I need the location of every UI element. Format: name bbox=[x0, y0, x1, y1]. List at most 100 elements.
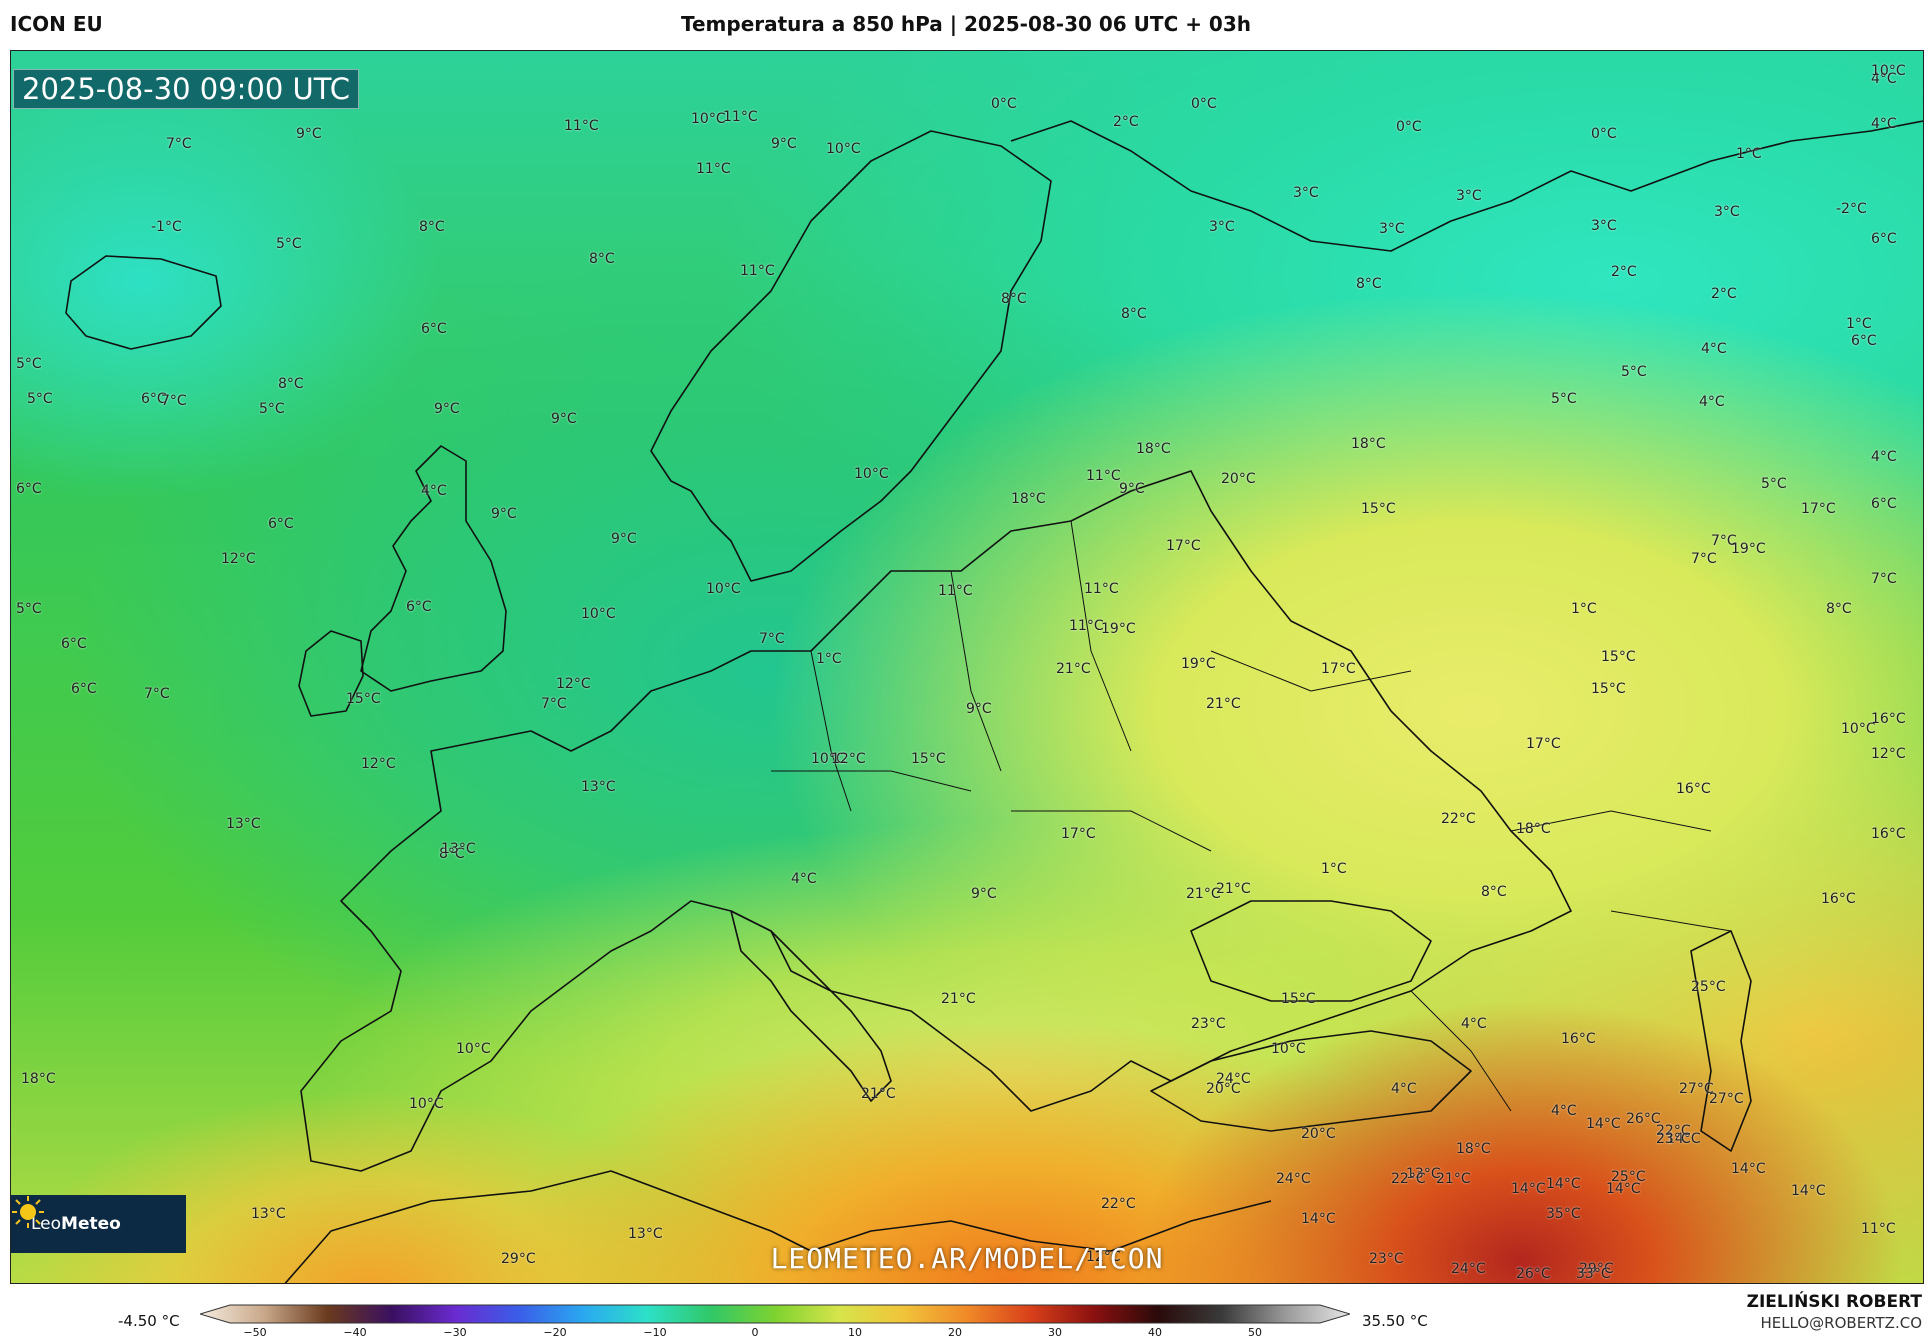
sun-icon bbox=[12, 1196, 44, 1228]
temperature-label: 2°C bbox=[1113, 114, 1139, 130]
temperature-label: 12°C bbox=[221, 551, 256, 567]
colorbar-bar bbox=[200, 1304, 1350, 1324]
colorbar-tick-label: −50 bbox=[243, 1326, 267, 1339]
temperature-label: 13°C bbox=[251, 1206, 286, 1222]
temperature-label: 4°C bbox=[1461, 1016, 1487, 1032]
colorbar-tick-label: −30 bbox=[443, 1326, 467, 1339]
temperature-label: 13°C bbox=[581, 779, 616, 795]
temperature-label: 14°C bbox=[1511, 1181, 1546, 1197]
temperature-label: 0°C bbox=[991, 96, 1017, 112]
temperature-label: 12°C bbox=[831, 751, 866, 767]
temperature-label: 11°C bbox=[1084, 581, 1119, 597]
temperature-label: 22°C bbox=[1391, 1171, 1426, 1187]
temperature-label: 8°C bbox=[1481, 884, 1507, 900]
temperature-label: 23°C bbox=[1656, 1131, 1691, 1147]
temperature-label: 5°C bbox=[276, 236, 302, 252]
temperature-label: 7°C bbox=[161, 393, 187, 409]
temperature-label: 0°C bbox=[1191, 96, 1217, 112]
colorbar-tick-label: −20 bbox=[543, 1326, 567, 1339]
temperature-label: 19°C bbox=[1731, 541, 1766, 557]
temperature-label: 14°C bbox=[1731, 1161, 1766, 1177]
temperature-label: 17°C bbox=[1061, 826, 1096, 842]
temperature-label: 2°C bbox=[1611, 264, 1637, 280]
leometeo-logo[interactable]: LeoMeteo bbox=[11, 1195, 186, 1253]
temperature-label: 10°C bbox=[854, 466, 889, 482]
temperature-label: 7°C bbox=[144, 686, 170, 702]
black-sea-outline bbox=[1190, 900, 1432, 1002]
temperature-label: 18°C bbox=[1136, 441, 1171, 457]
temperature-label: 21°C bbox=[1436, 1171, 1471, 1187]
temperature-label: 6°C bbox=[1851, 333, 1877, 349]
temperature-label: 18°C bbox=[21, 1071, 56, 1087]
temperature-label: 26°C bbox=[1626, 1111, 1661, 1127]
temperature-label: 5°C bbox=[259, 401, 285, 417]
great-britain-outline bbox=[360, 445, 507, 692]
temperature-label: 9°C bbox=[1119, 481, 1145, 497]
caspian-sea-outline bbox=[1690, 930, 1752, 1152]
temperature-label: 10°C bbox=[1271, 1041, 1306, 1057]
temperature-label: 5°C bbox=[16, 356, 42, 372]
temperature-label: 19°C bbox=[1181, 656, 1216, 672]
africa-coast-outline bbox=[284, 1170, 1272, 1283]
temperature-label: 1°C bbox=[1321, 861, 1347, 877]
temperature-label: 4°C bbox=[1871, 71, 1897, 87]
temperature-label: 12°C bbox=[361, 756, 396, 772]
temperature-label: 7°C bbox=[1871, 571, 1897, 587]
temperature-label: 18°C bbox=[1351, 436, 1386, 452]
temperature-label: 4°C bbox=[421, 483, 447, 499]
temperature-label: 19°C bbox=[1101, 621, 1136, 637]
temperature-label: 10°C bbox=[1871, 63, 1906, 79]
temperature-label: 18°C bbox=[1516, 821, 1551, 837]
temperature-label: 11°C bbox=[1861, 1221, 1896, 1237]
temperature-label: 3°C bbox=[1209, 219, 1235, 235]
italy-outline bbox=[730, 910, 892, 1102]
temperature-label: 16°C bbox=[1676, 781, 1711, 797]
temperature-label: 22°C bbox=[1656, 1123, 1691, 1139]
temperature-label: 7°C bbox=[166, 136, 192, 152]
temperature-label: 16°C bbox=[1821, 891, 1856, 907]
temperature-label: 8°C bbox=[1121, 306, 1147, 322]
temperature-label: 21°C bbox=[1186, 886, 1221, 902]
temperature-label: 23°C bbox=[1369, 1251, 1404, 1267]
colorbar-tick-label: 0 bbox=[751, 1326, 759, 1339]
colorbar-tick-label: 30 bbox=[1048, 1326, 1062, 1339]
temperature-label: 6°C bbox=[16, 481, 42, 497]
temperature-label: 11°C bbox=[1069, 618, 1104, 634]
temperature-label: 0°C bbox=[1396, 119, 1422, 135]
temperature-label: 8°C bbox=[589, 251, 615, 267]
temperature-label: 15°C bbox=[346, 691, 381, 707]
model-title: ICON EU bbox=[10, 12, 103, 36]
northern-russia-coast bbox=[1010, 120, 1923, 252]
turkey-outline bbox=[1150, 1030, 1472, 1132]
temperature-label: 21°C bbox=[1216, 881, 1251, 897]
logo-text: LeoMeteo bbox=[31, 1214, 121, 1234]
author-email[interactable]: HELLO@ROBERTZ.CO bbox=[1760, 1314, 1922, 1332]
temperature-label: 16°C bbox=[1871, 826, 1906, 842]
temperature-label: 18°C bbox=[1456, 1141, 1491, 1157]
colorbar-tick-label: −10 bbox=[643, 1326, 667, 1339]
iceland-outline bbox=[65, 255, 222, 350]
temperature-label: 17°C bbox=[1321, 661, 1356, 677]
temperature-label: 4°C bbox=[791, 871, 817, 887]
temperature-label: 24°C bbox=[1276, 1171, 1311, 1187]
temperature-label: 9°C bbox=[434, 401, 460, 417]
temperature-label: 7°C bbox=[541, 696, 567, 712]
temperature-label: 10°C bbox=[826, 141, 861, 157]
temperature-label: 11°C bbox=[740, 263, 775, 279]
temperature-label: 6°C bbox=[1871, 231, 1897, 247]
temperature-label: 7°C bbox=[1711, 533, 1737, 549]
temperature-label: 8°C bbox=[1001, 291, 1027, 307]
temperature-label: 6°C bbox=[421, 321, 447, 337]
temperature-label: 15°C bbox=[1281, 991, 1316, 1007]
temperature-label: 9°C bbox=[966, 701, 992, 717]
temperature-label: 11°C bbox=[938, 583, 973, 599]
temperature-label: 14°C bbox=[1546, 1176, 1581, 1192]
temperature-label: 33°C bbox=[1576, 1266, 1611, 1282]
temperature-label: 25°C bbox=[1691, 979, 1726, 995]
temperature-label: 13°C bbox=[628, 1226, 663, 1242]
temperature-label: 4°C bbox=[1699, 394, 1725, 410]
temperature-label: 8°C bbox=[278, 376, 304, 392]
temperature-label: 9°C bbox=[296, 126, 322, 142]
temperature-label: 16°C bbox=[1871, 711, 1906, 727]
